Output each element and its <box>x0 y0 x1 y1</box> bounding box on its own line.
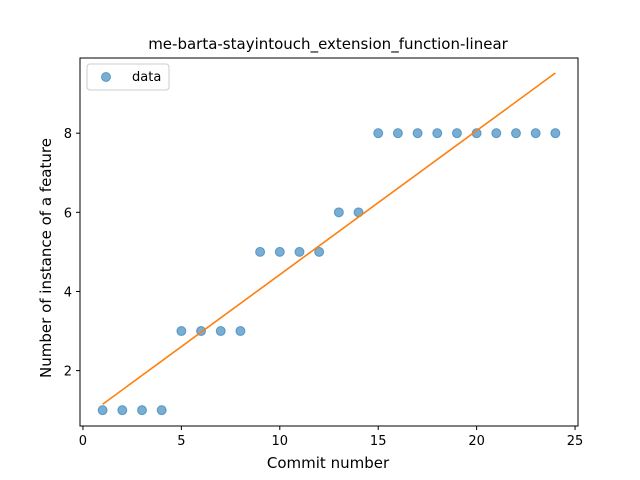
plot-area: 0 5 10 15 20 25 2 4 6 8 <box>64 57 584 449</box>
data-point <box>392 128 403 139</box>
chart-title: me-barta-stayintouch_extension_function-… <box>148 35 508 54</box>
x-tick-label: 0 <box>79 434 87 449</box>
data-point <box>451 128 462 139</box>
data-point <box>550 128 561 139</box>
y-axis-label: Number of instance of a feature <box>37 138 55 378</box>
y-tick-label: 4 <box>64 285 72 300</box>
data-point <box>294 246 305 257</box>
axes-frame <box>79 57 579 427</box>
legend-box <box>86 63 170 91</box>
y-tick-label: 8 <box>64 127 72 142</box>
data-point <box>97 405 108 416</box>
data-point <box>176 326 187 337</box>
legend-marker <box>101 72 111 82</box>
x-tick-label: 5 <box>177 434 185 449</box>
x-tick-label: 10 <box>272 434 289 449</box>
x-tick-label: 15 <box>370 434 387 449</box>
y-tick-label: 2 <box>64 365 72 380</box>
data-point <box>274 246 285 257</box>
legend-label: data <box>132 70 161 85</box>
data-point <box>314 246 325 257</box>
y-tick-label: 6 <box>64 206 72 221</box>
data-point <box>117 405 128 416</box>
data-point <box>255 246 266 257</box>
data-point <box>235 326 246 337</box>
data-point <box>137 405 148 416</box>
data-point <box>510 128 521 139</box>
x-axis-label: Commit number <box>267 454 390 472</box>
data-point <box>412 128 423 139</box>
data-point <box>156 405 167 416</box>
legend: data <box>86 63 170 91</box>
data-point <box>373 128 384 139</box>
x-tick-label: 20 <box>468 434 485 449</box>
data-point <box>530 128 541 139</box>
x-tick-label: 25 <box>567 434 584 449</box>
data-point <box>333 207 344 218</box>
fit-line <box>102 72 556 405</box>
data-point <box>215 326 226 337</box>
data-point <box>491 128 502 139</box>
data-point <box>432 128 443 139</box>
